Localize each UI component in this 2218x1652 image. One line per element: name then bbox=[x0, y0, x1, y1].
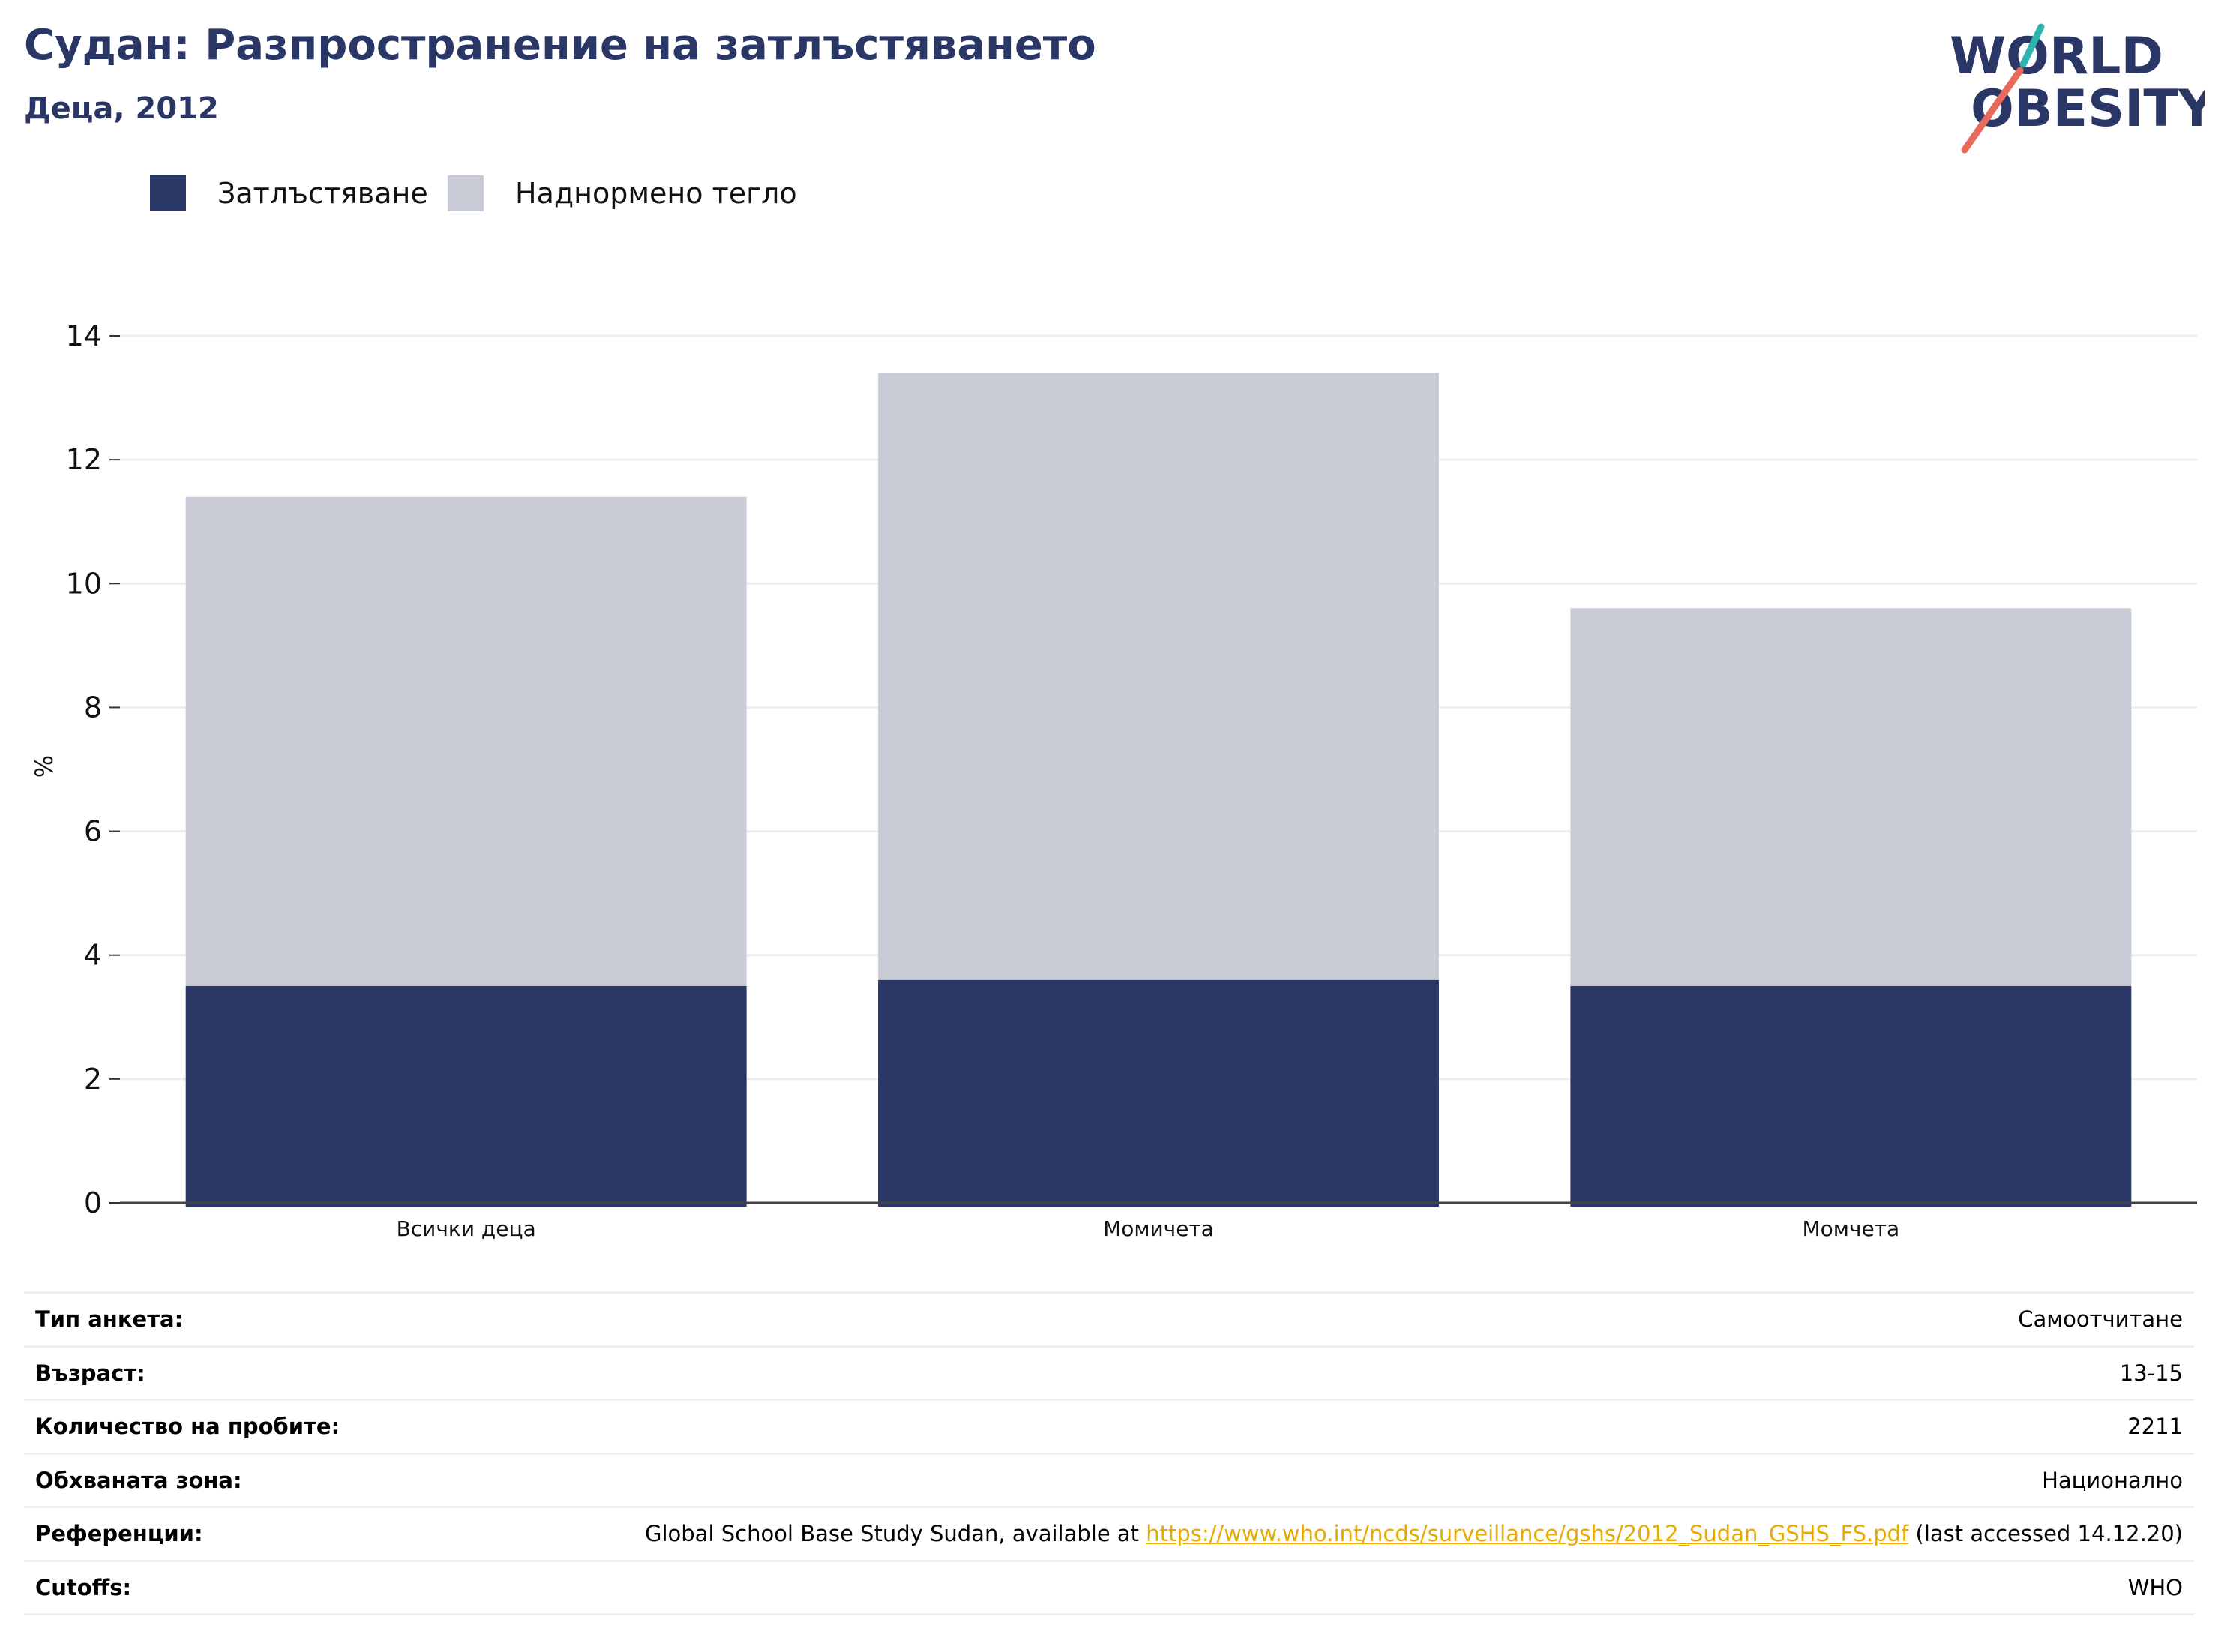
y-axis-label: % bbox=[30, 755, 58, 778]
stacked-bar-chart: 0 2 4 6 8 10 12 14 Всички деца Момичета Момчета % bbox=[30, 319, 2197, 1241]
info-label: Тип анкета: bbox=[35, 1306, 184, 1333]
legend-item-obesity: Затлъстяване bbox=[150, 171, 428, 216]
info-label: Референции: bbox=[35, 1521, 203, 1547]
legend-item-overweight: Наднормено тегло bbox=[448, 171, 797, 216]
info-row-age: Възраст: 13-15 bbox=[24, 1346, 2194, 1400]
info-value: 2211 bbox=[2127, 1414, 2183, 1440]
y-tick-label: 8 bbox=[84, 691, 102, 724]
bar-obesity-1 bbox=[185, 986, 747, 1207]
y-tick-label: 12 bbox=[66, 443, 102, 476]
info-row-area-covered: Обхваната зона: Национално bbox=[24, 1453, 2194, 1507]
bars bbox=[185, 373, 2132, 1207]
logo-word-world: WORLD bbox=[1950, 27, 2163, 86]
chart-subtitle: Деца, 2012 bbox=[24, 91, 219, 126]
y-tick-label: 2 bbox=[84, 1063, 102, 1096]
info-row-cutoffs: Cutoffs: WHO bbox=[24, 1561, 2194, 1615]
info-value: Национално bbox=[2042, 1467, 2183, 1493]
world-obesity-logo: WORLD OBESITY bbox=[1950, 23, 2205, 154]
bar-overweight-1 bbox=[185, 496, 747, 986]
legend-label-overweight: Наднормено тегло bbox=[515, 177, 797, 210]
info-label: Cutoffs: bbox=[35, 1574, 132, 1600]
logo-slash-teal bbox=[2019, 23, 2045, 68]
bar-obesity-2 bbox=[878, 979, 1439, 1207]
y-tick-label: 6 bbox=[84, 815, 102, 848]
reference-accessed-note: (last accessed 14.12.20) bbox=[1908, 1521, 2184, 1547]
bar-overweight-3 bbox=[1570, 608, 2132, 986]
chart-title: Судан: Разпространение на затлъстяването bbox=[24, 21, 1096, 70]
info-value: WHO bbox=[2127, 1574, 2183, 1600]
info-value: 13-15 bbox=[2119, 1360, 2183, 1386]
y-tick-label: 14 bbox=[66, 319, 102, 352]
legend-swatch-obesity bbox=[150, 175, 186, 211]
bar-obesity-3 bbox=[1570, 986, 2132, 1207]
info-row-references: Референции: Global School Base Study Sud… bbox=[24, 1507, 2194, 1561]
legend-swatch-overweight bbox=[448, 175, 484, 211]
x-tick-label: Момичета bbox=[1103, 1216, 1214, 1241]
survey-info-table: Тип анкета: Самоотчитане Възраст: 13-15 … bbox=[24, 1291, 2194, 1615]
y-tick-label: 4 bbox=[84, 939, 102, 972]
x-tick-label: Всички деца bbox=[397, 1216, 536, 1241]
legend-label-obesity: Затлъстяване bbox=[217, 177, 428, 210]
bar-overweight-2 bbox=[878, 373, 1439, 980]
info-label: Възраст: bbox=[35, 1360, 145, 1386]
axes: 0 2 4 6 8 10 12 14 Всички деца Момичета Момчета bbox=[66, 319, 2197, 1241]
info-row-survey-type: Тип анкета: Самоотчитане bbox=[24, 1292, 2194, 1347]
info-label: Обхваната зона: bbox=[35, 1467, 242, 1493]
reference-link[interactable]: https://www.who.int/ncds/surveillance/gs… bbox=[1146, 1521, 1909, 1547]
y-tick-label: 10 bbox=[66, 567, 102, 600]
reference-text: Global School Base Study Sudan, availabl… bbox=[644, 1521, 1146, 1547]
x-tick-label: Момчета bbox=[1803, 1216, 1900, 1241]
info-label: Количество на пробите: bbox=[35, 1414, 340, 1440]
y-tick-label: 0 bbox=[84, 1186, 102, 1219]
info-value: Global School Base Study Sudan, availabl… bbox=[400, 1507, 2194, 1561]
info-value: Самоотчитане bbox=[2018, 1306, 2183, 1333]
logo-slash-coral bbox=[1961, 67, 2024, 154]
info-row-sample-size: Количество на пробите: 2211 bbox=[24, 1399, 2194, 1454]
